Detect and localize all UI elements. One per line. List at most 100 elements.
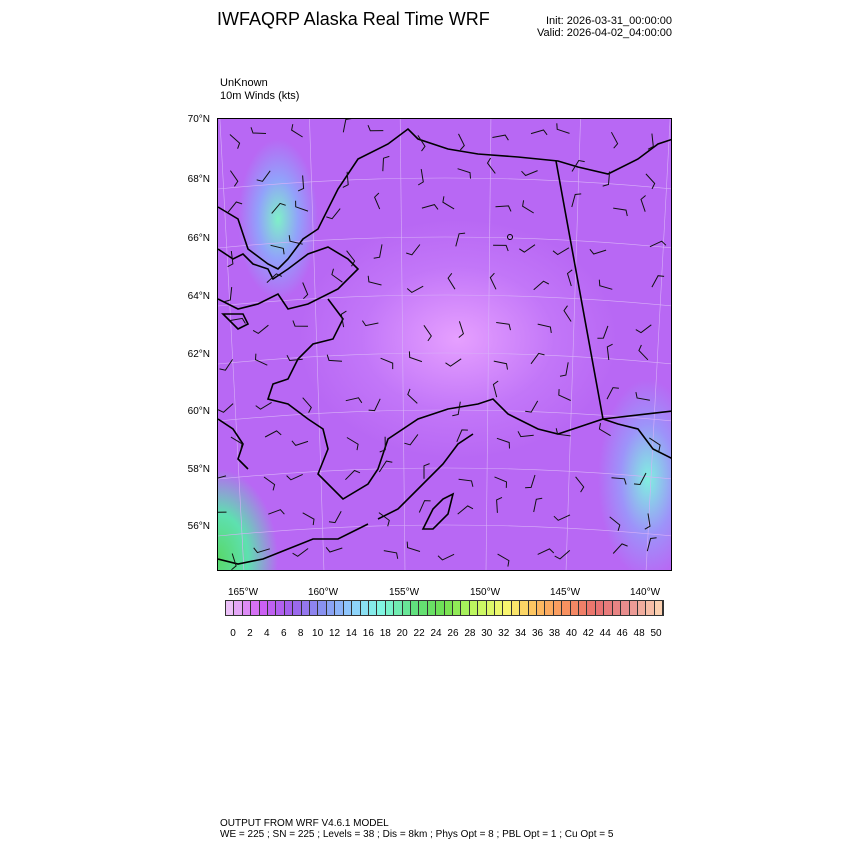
colorbar-box bbox=[612, 601, 622, 615]
wind-barb bbox=[649, 437, 661, 452]
wind-barb bbox=[537, 548, 555, 555]
border-line bbox=[555, 160, 671, 420]
colorbar-box bbox=[528, 601, 538, 615]
wind-barb bbox=[331, 268, 343, 283]
wind-barb bbox=[229, 170, 239, 187]
colorbar-label: 0 bbox=[230, 628, 236, 639]
wind-barb bbox=[492, 134, 509, 141]
colorbar-box bbox=[335, 601, 344, 615]
wind-barb bbox=[227, 250, 234, 268]
colorbar-label: 16 bbox=[362, 628, 374, 639]
lon-label: 150°W bbox=[469, 587, 501, 598]
colorbar-box bbox=[234, 601, 243, 615]
colorbar-label: 24 bbox=[430, 628, 442, 639]
wind-barb bbox=[218, 475, 227, 479]
colorbar-label: 28 bbox=[464, 628, 476, 639]
wind-barb bbox=[571, 193, 582, 208]
wind-barb bbox=[612, 543, 628, 554]
wind-barb bbox=[437, 553, 455, 561]
lat-label: 70°N bbox=[187, 114, 210, 125]
colorbar-label: 6 bbox=[280, 628, 287, 639]
wind-barb bbox=[417, 169, 424, 186]
wind-barb bbox=[229, 317, 246, 324]
wind-barb bbox=[537, 323, 552, 333]
colorbar-box bbox=[595, 601, 605, 615]
colorbar-label: 50 bbox=[650, 628, 662, 639]
wind-barb bbox=[418, 500, 431, 513]
lat-label: 58°N bbox=[187, 464, 210, 475]
wind-barb bbox=[231, 553, 237, 570]
colorbar-box bbox=[553, 601, 563, 615]
wind-barb bbox=[379, 436, 386, 453]
footer-config: WE = 225 ; SN = 225 ; Levels = 38 ; Dis … bbox=[220, 829, 614, 840]
wind-barb bbox=[218, 511, 227, 513]
colorbar-box bbox=[587, 601, 596, 615]
wind-barb bbox=[566, 269, 573, 287]
colorbar-label: 46 bbox=[616, 628, 628, 639]
wind-barb bbox=[345, 397, 363, 404]
colorbar-label: 4 bbox=[264, 628, 270, 639]
wind-barb bbox=[598, 423, 611, 437]
colorbar-label: 38 bbox=[548, 628, 561, 639]
wind-barb bbox=[302, 282, 309, 300]
wind-barb bbox=[345, 469, 361, 481]
lon-label: 165°W bbox=[227, 587, 259, 598]
wind-barb bbox=[489, 272, 497, 290]
wind-barb bbox=[486, 157, 496, 174]
wind-barb bbox=[382, 155, 390, 172]
colorbar-box bbox=[360, 601, 369, 615]
wind-barb bbox=[218, 403, 234, 413]
wind-barb bbox=[456, 429, 468, 442]
init-time: Init: 2026-03-31_00:00:00 bbox=[546, 15, 672, 27]
wind-barb bbox=[606, 343, 613, 360]
wind-barb bbox=[519, 244, 536, 253]
colorbar-box bbox=[503, 601, 512, 615]
wind-barb bbox=[646, 537, 657, 552]
wind-barb bbox=[417, 135, 426, 152]
colorbar-box bbox=[385, 601, 395, 615]
wind-barb bbox=[373, 244, 383, 259]
wind-barb bbox=[525, 474, 536, 489]
wind-barb bbox=[492, 380, 499, 398]
colorbar-label: 20 bbox=[396, 628, 408, 639]
colorbar-box bbox=[394, 601, 403, 615]
colorbar-label: 26 bbox=[447, 628, 459, 639]
wind-barb bbox=[522, 200, 534, 214]
wind-barb bbox=[268, 509, 285, 515]
wind-barb bbox=[555, 428, 571, 437]
map-overlay bbox=[218, 119, 671, 570]
wind-barb bbox=[457, 505, 474, 515]
wind-barb bbox=[496, 322, 511, 331]
wind-barb bbox=[408, 351, 423, 363]
colorbar-box bbox=[562, 601, 571, 615]
colorbar-box bbox=[301, 601, 311, 615]
colorbar-label: 8 bbox=[297, 628, 304, 639]
colorbar-label: 30 bbox=[481, 628, 493, 639]
wind-barb bbox=[530, 129, 548, 136]
lon-label: 155°W bbox=[388, 587, 420, 598]
colorbar-box bbox=[579, 601, 588, 615]
wind-barb bbox=[457, 168, 471, 179]
wind-barb bbox=[575, 476, 585, 493]
colorbar-label: 18 bbox=[379, 628, 391, 639]
wind-barb bbox=[253, 547, 270, 554]
colorbar-box bbox=[377, 601, 386, 615]
footer-model: OUTPUT FROM WRF V4.6.1 MODEL bbox=[220, 818, 389, 829]
colorbar-box bbox=[284, 601, 294, 615]
colorbar-box bbox=[486, 601, 495, 615]
colorbar-box bbox=[410, 601, 420, 615]
wind-barb bbox=[404, 434, 419, 446]
colorbar-box bbox=[242, 601, 252, 615]
colorbar-box bbox=[343, 601, 353, 615]
colorbar-box bbox=[268, 601, 277, 615]
colorbar-label: 14 bbox=[345, 628, 357, 639]
wind-barb bbox=[378, 460, 393, 473]
colorbar-box bbox=[293, 601, 302, 615]
wind-barb bbox=[598, 279, 613, 290]
colorbar-box bbox=[436, 601, 445, 615]
colorbar-label: 42 bbox=[582, 628, 594, 639]
wind-barb bbox=[271, 202, 286, 214]
colorbar-box bbox=[621, 601, 630, 615]
colorbar-box bbox=[654, 601, 664, 615]
lon-label: 140°W bbox=[629, 587, 661, 598]
